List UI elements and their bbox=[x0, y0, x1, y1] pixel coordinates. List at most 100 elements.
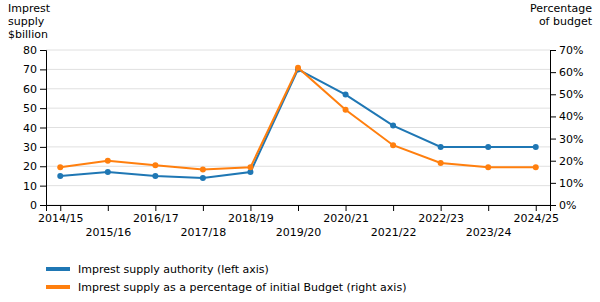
point bbox=[247, 164, 253, 170]
point bbox=[57, 173, 63, 179]
tick-mark bbox=[60, 205, 61, 211]
series-line bbox=[60, 68, 535, 170]
tick: 2019/20 bbox=[276, 205, 322, 239]
tick: 80 bbox=[23, 44, 46, 57]
point bbox=[105, 158, 111, 164]
tick: 40% bbox=[550, 110, 583, 123]
axis-line bbox=[551, 51, 557, 206]
tick: 70% bbox=[550, 44, 583, 57]
tick: 50% bbox=[550, 88, 583, 101]
legend-label: Imprest supply authority (left axis) bbox=[78, 263, 269, 276]
tick: 20% bbox=[550, 155, 583, 168]
tick-label: 20% bbox=[559, 155, 583, 168]
tick-label: 80 bbox=[23, 44, 37, 57]
tick-label: 2024/25 bbox=[513, 212, 559, 225]
tick-label: 70 bbox=[23, 63, 37, 76]
tick-mark bbox=[550, 139, 556, 140]
tick: 50 bbox=[23, 102, 46, 115]
point bbox=[533, 164, 539, 170]
tick-label: 60 bbox=[23, 83, 37, 96]
grid-line bbox=[46, 88, 550, 89]
point bbox=[152, 173, 158, 179]
tick: 70 bbox=[23, 63, 46, 76]
y-axis-label: supply bbox=[8, 15, 45, 28]
tick-label: 2014/15 bbox=[38, 212, 84, 225]
point bbox=[390, 142, 396, 148]
tick-label: 30 bbox=[23, 141, 37, 154]
point bbox=[343, 107, 349, 113]
tick-label: 50% bbox=[559, 88, 583, 101]
legend: Imprest supply authority (left axis) Impr… bbox=[46, 263, 406, 294]
tick: 10% bbox=[550, 177, 583, 190]
tick: 20 bbox=[23, 160, 46, 173]
tick-label: 0% bbox=[559, 199, 576, 212]
point bbox=[200, 167, 206, 173]
tick-label: 2020/21 bbox=[323, 212, 369, 225]
tick: 40 bbox=[23, 122, 46, 135]
tick-label: 2018/19 bbox=[228, 212, 274, 225]
tick-mark bbox=[550, 161, 556, 162]
tick-label: 2021/22 bbox=[371, 226, 417, 239]
tick-mark bbox=[40, 69, 46, 70]
tick-mark bbox=[298, 205, 299, 211]
tick-mark bbox=[441, 205, 442, 211]
tick-mark bbox=[346, 205, 347, 211]
tick: 2016/17 bbox=[133, 205, 179, 225]
tick: 2024/25 bbox=[513, 205, 559, 225]
tick-mark bbox=[40, 147, 46, 148]
tick-label: 10 bbox=[23, 180, 37, 193]
point bbox=[343, 92, 349, 98]
y-axis-label: Imprest bbox=[8, 2, 51, 15]
tick-mark bbox=[488, 205, 489, 211]
y2-axis: 0% 10% 20% 30% 40% 50% 60% 70% bbox=[550, 44, 583, 212]
point bbox=[533, 144, 539, 150]
tick-mark bbox=[536, 205, 537, 211]
tick-label: 20 bbox=[23, 160, 37, 173]
tick-label: 40 bbox=[23, 122, 37, 135]
tick-mark bbox=[40, 89, 46, 90]
y-axis-label: $billion bbox=[8, 28, 48, 41]
grid-line bbox=[46, 185, 550, 186]
tick: 2023/24 bbox=[466, 205, 512, 239]
tick: 10 bbox=[23, 180, 46, 193]
tick-label: 2022/23 bbox=[418, 212, 464, 225]
legend-swatch bbox=[46, 267, 70, 271]
tick-mark bbox=[550, 94, 556, 95]
tick: 30 bbox=[23, 141, 46, 154]
point bbox=[485, 144, 491, 150]
grid-line bbox=[46, 127, 550, 128]
tick-label: 70% bbox=[559, 44, 583, 57]
tick-label: 2023/24 bbox=[466, 226, 512, 239]
tick: 30% bbox=[550, 133, 583, 146]
tick: 2015/16 bbox=[85, 205, 131, 239]
legend-label: Imprest supply as a percentage of initia… bbox=[78, 281, 406, 294]
tick: 2018/19 bbox=[228, 205, 274, 225]
tick-mark bbox=[550, 50, 556, 51]
tick-label: 40% bbox=[559, 110, 583, 123]
grid-line bbox=[46, 108, 550, 109]
tick-mark bbox=[40, 128, 46, 129]
tick-label: 10% bbox=[559, 177, 583, 190]
point bbox=[438, 144, 444, 150]
point bbox=[200, 175, 206, 181]
plot-area bbox=[57, 65, 538, 181]
y2-axis-label: Percentage bbox=[530, 2, 592, 15]
tick: 2014/15 bbox=[38, 205, 84, 225]
chart: 0 10 20 30 40 50 60 70 80 0% 10% 20% 30% 40% 50% 60% 70%… bbox=[0, 0, 600, 302]
tick-label: 2016/17 bbox=[133, 212, 179, 225]
tick-label: 2019/20 bbox=[276, 226, 322, 239]
tick: 2021/22 bbox=[371, 205, 417, 239]
tick-label: 2017/18 bbox=[181, 226, 227, 239]
y2-axis-label: of budget bbox=[539, 15, 593, 28]
tick-mark bbox=[550, 116, 556, 117]
tick-mark bbox=[40, 186, 46, 187]
tick-mark bbox=[393, 205, 394, 211]
tick: 0 bbox=[30, 199, 46, 212]
point bbox=[152, 162, 158, 168]
tick: 60% bbox=[550, 66, 583, 79]
tick-mark bbox=[550, 72, 556, 73]
y-axis: 0 10 20 30 40 50 60 70 80 bbox=[23, 44, 47, 212]
tick-mark bbox=[40, 108, 46, 109]
tick-label: 2015/16 bbox=[85, 226, 131, 239]
tick: 2022/23 bbox=[418, 205, 464, 225]
